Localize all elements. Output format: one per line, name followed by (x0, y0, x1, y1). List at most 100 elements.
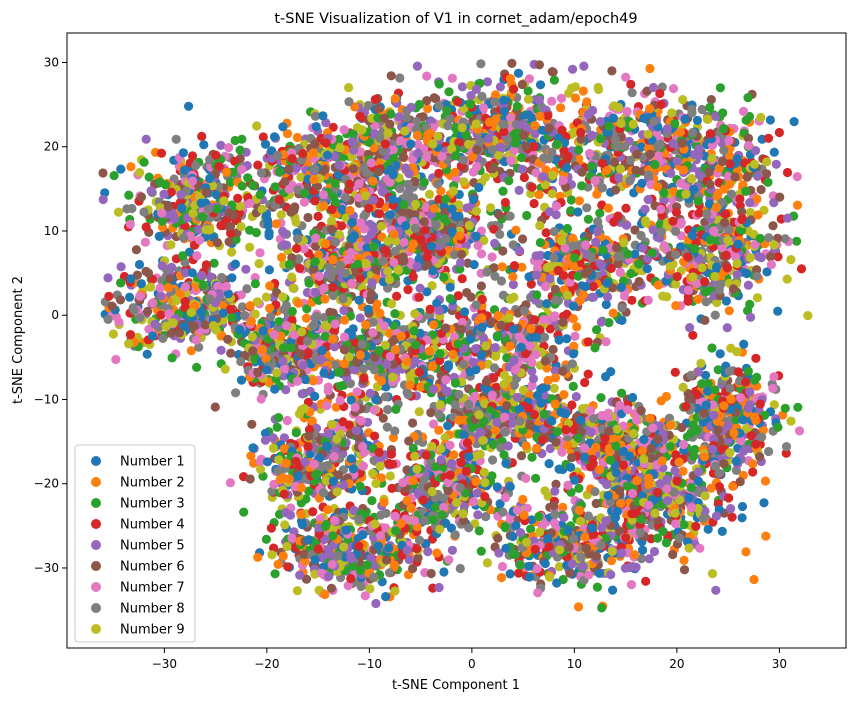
scatter-point (548, 344, 558, 355)
scatter-point (526, 324, 536, 334)
scatter-point (704, 167, 714, 177)
scatter-point (497, 262, 507, 272)
scatter-point (415, 283, 425, 293)
scatter-point (311, 233, 321, 243)
scatter-point (385, 471, 395, 481)
scatter-point (502, 353, 512, 363)
scatter-point (474, 182, 484, 193)
scatter-point (344, 83, 354, 93)
scatter-point (372, 299, 382, 309)
scatter-point (544, 459, 554, 469)
scatter-point (349, 505, 359, 516)
scatter-point (751, 353, 761, 363)
scatter-point (516, 451, 527, 461)
scatter-point (194, 224, 204, 234)
scatter-point (697, 379, 707, 389)
scatter-point (423, 103, 433, 114)
scatter-point (679, 555, 689, 566)
scatter-point (114, 317, 124, 327)
scatter-point (429, 93, 439, 103)
scatter-point (687, 174, 697, 184)
scatter-point (769, 147, 779, 157)
scatter-point (554, 562, 565, 572)
scatter-point (703, 386, 713, 396)
scatter-point (141, 222, 151, 232)
scatter-point (498, 186, 508, 196)
scatter-point (319, 313, 329, 323)
scatter-point (541, 228, 551, 238)
scatter-point (297, 520, 307, 530)
scatter-point (737, 501, 748, 512)
scatter-point (490, 271, 500, 281)
scatter-point (414, 292, 424, 302)
scatter-point (300, 556, 310, 566)
scatter-point (476, 59, 486, 69)
scatter-point (626, 79, 636, 89)
scatter-point (509, 261, 520, 271)
scatter-point (535, 221, 545, 231)
scatter-point (423, 547, 433, 557)
scatter-point (408, 563, 418, 574)
scatter-point (116, 262, 126, 272)
scatter-point (378, 413, 388, 423)
scatter-point (444, 87, 454, 97)
scatter-point (743, 280, 754, 290)
scatter-point (621, 72, 631, 82)
scatter-point (745, 207, 756, 218)
scatter-point (558, 502, 568, 512)
scatter-point (621, 203, 631, 213)
scatter-point (109, 171, 119, 181)
scatter-point (792, 172, 802, 182)
scatter-point (476, 281, 486, 291)
scatter-point (310, 391, 320, 401)
scatter-point (454, 211, 464, 221)
scatter-point (692, 115, 703, 125)
scatter-point (291, 428, 301, 438)
chart-title: t-SNE Visualization of V1 in cornet_adam… (274, 11, 637, 27)
scatter-point (363, 100, 373, 111)
scatter-point (196, 307, 206, 317)
scatter-point (655, 220, 665, 230)
scatter-point (470, 344, 481, 354)
scatter-point (796, 264, 807, 274)
scatter-point (443, 421, 453, 431)
scatter-point (714, 482, 725, 492)
scatter-point (434, 79, 444, 89)
scatter-point (414, 254, 424, 264)
scatter-point (322, 401, 332, 411)
scatter-point (744, 111, 755, 122)
scatter-point (547, 67, 557, 77)
scatter-point (446, 458, 457, 469)
scatter-point (507, 58, 517, 68)
scatter-point (282, 415, 292, 426)
scatter-point (186, 346, 196, 356)
scatter-point (311, 241, 321, 251)
scatter-point (727, 512, 737, 522)
scatter-point (264, 265, 274, 275)
scatter-point (535, 238, 546, 248)
scatter-point (395, 73, 405, 83)
scatter-point (258, 132, 268, 142)
scatter-point (566, 206, 576, 216)
scatter-point (644, 554, 654, 564)
scatter-point (489, 263, 499, 273)
scatter-point (264, 231, 274, 241)
scatter-point (408, 443, 418, 453)
scatter-point (302, 304, 312, 314)
scatter-point (216, 140, 226, 150)
scatter-point (607, 66, 617, 76)
scatter-point (308, 507, 318, 517)
scatter-point (276, 331, 286, 341)
scatter-point (341, 367, 351, 377)
scatter-point (659, 181, 669, 191)
scatter-point (113, 207, 124, 217)
scatter-point (144, 172, 154, 182)
scatter-point (524, 572, 535, 582)
scatter-point (672, 156, 682, 166)
scatter-point (509, 380, 519, 390)
scatter-point (759, 498, 769, 508)
scatter-point (604, 318, 614, 328)
scatter-point (371, 395, 381, 405)
scatter-point (793, 402, 803, 412)
scatter-point (523, 94, 534, 104)
